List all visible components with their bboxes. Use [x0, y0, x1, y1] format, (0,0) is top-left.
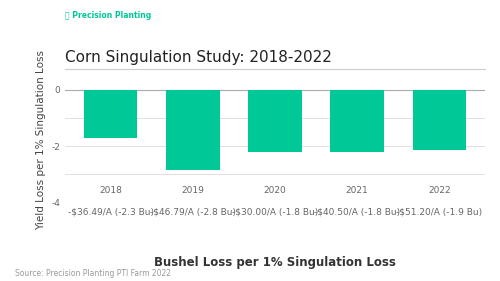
Text: 2022: 2022: [428, 186, 450, 195]
X-axis label: Bushel Loss per 1% Singulation Loss: Bushel Loss per 1% Singulation Loss: [154, 256, 396, 269]
Text: Source: Precision Planting PTI Farm 2022: Source: Precision Planting PTI Farm 2022: [15, 269, 171, 278]
Text: 2019: 2019: [182, 186, 204, 195]
Text: 2020: 2020: [264, 186, 286, 195]
Bar: [84, 90, 138, 138]
Text: ⯈ Precision Planting: ⯈ Precision Planting: [65, 11, 151, 20]
Y-axis label: Yield Loss per 1% Singulation Loss: Yield Loss per 1% Singulation Loss: [36, 51, 46, 230]
Text: 2021: 2021: [346, 186, 368, 195]
Text: 2018: 2018: [100, 186, 122, 195]
Text: Corn Singulation Study: 2018-2022: Corn Singulation Study: 2018-2022: [65, 50, 332, 65]
Bar: [330, 90, 384, 152]
Bar: [166, 90, 220, 170]
Bar: [248, 90, 302, 152]
Bar: [412, 90, 466, 150]
